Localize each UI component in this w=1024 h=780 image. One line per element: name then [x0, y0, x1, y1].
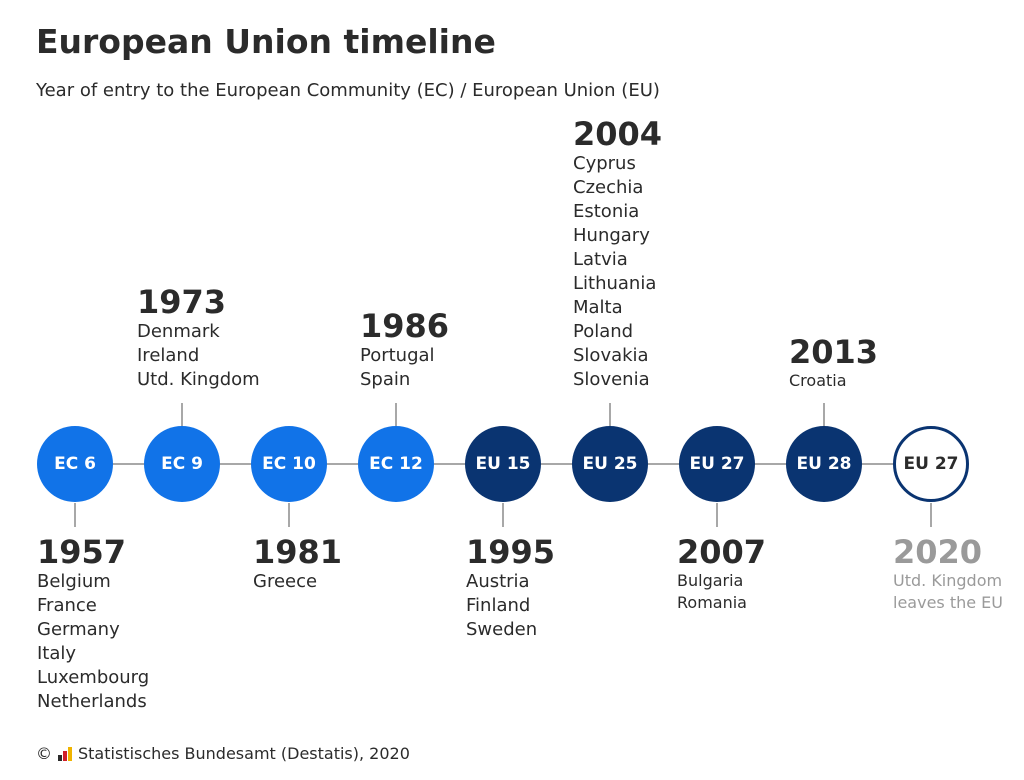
country-list: Belgium France Germany Italy Luxembourg …: [37, 570, 149, 714]
event-year: 2007: [677, 533, 767, 571]
country: Cyprus: [573, 153, 636, 174]
country: Finland: [466, 595, 531, 616]
country: Poland: [573, 321, 634, 342]
country: Estonia: [573, 201, 640, 222]
event-year: 1986: [360, 307, 450, 345]
source-credit: © Statistisches Bundesamt (Destatis), 20…: [36, 744, 410, 763]
event-year: 1995: [466, 533, 556, 571]
node-eu25: EU 25: [572, 426, 648, 502]
country: Belgium: [37, 571, 111, 592]
country-list: Portugal Spain: [360, 344, 449, 392]
country: Utd. Kingdom: [893, 571, 1003, 590]
event-year: 1957: [37, 533, 127, 571]
country: Lithuania: [573, 273, 657, 294]
copyright-symbol: ©: [36, 744, 52, 763]
event-year: 2004: [573, 115, 663, 153]
country: Greece: [253, 571, 318, 592]
event-year: 1981: [253, 533, 343, 571]
country: Slovakia: [573, 345, 649, 366]
country: Italy: [37, 643, 77, 664]
node-ec12: EC 12: [358, 426, 434, 502]
event-year: 2020: [893, 533, 983, 571]
stem-2007: [716, 503, 718, 527]
stem-1973: [181, 403, 183, 427]
country: Romania: [677, 593, 747, 612]
country: Ireland: [137, 345, 200, 366]
event-2007: 2007 Bulgaria Romania: [677, 534, 766, 614]
country: Latvia: [573, 249, 628, 270]
stem-1957: [74, 503, 76, 527]
country-list: Cyprus Czechia Estonia Hungary Latvia Li…: [573, 152, 662, 392]
event-1986: 1986 Portugal Spain: [360, 308, 449, 392]
event-year: 1973: [137, 283, 227, 321]
country: Utd. Kingdom: [137, 369, 260, 390]
country: Austria: [466, 571, 530, 592]
node-eu15: EU 15: [465, 426, 541, 502]
country: Czechia: [573, 177, 644, 198]
country: Malta: [573, 297, 623, 318]
country-list: Denmark Ireland Utd. Kingdom: [137, 320, 260, 392]
event-2013: 2013 Croatia: [789, 334, 878, 392]
country-list: Croatia: [789, 370, 878, 392]
country: Slovenia: [573, 369, 650, 390]
country: Netherlands: [37, 691, 147, 712]
stem-1981: [288, 503, 290, 527]
country: Germany: [37, 619, 120, 640]
node-eu28: EU 28: [786, 426, 862, 502]
country-list: Austria Finland Sweden: [466, 570, 555, 642]
country: Bulgaria: [677, 571, 744, 590]
destatis-logo-icon: [58, 746, 72, 761]
page-title: European Union timeline: [36, 22, 496, 61]
country: Portugal: [360, 345, 435, 366]
event-2020: 2020 Utd. Kingdom leaves the EU: [893, 534, 1003, 614]
node-eu27-after-brexit: EU 27: [893, 426, 969, 502]
country: Denmark: [137, 321, 220, 342]
page-subtitle: Year of entry to the European Community …: [36, 80, 660, 101]
node-ec10: EC 10: [251, 426, 327, 502]
stem-2020: [930, 503, 932, 527]
country: Luxembourg: [37, 667, 150, 688]
event-1995: 1995 Austria Finland Sweden: [466, 534, 555, 642]
source-text: Statistisches Bundesamt (Destatis), 2020: [78, 744, 410, 763]
country: Croatia: [789, 371, 847, 390]
node-ec9: EC 9: [144, 426, 220, 502]
country: Sweden: [466, 619, 538, 640]
node-ec6: EC 6: [37, 426, 113, 502]
country: France: [37, 595, 97, 616]
event-1973: 1973 Denmark Ireland Utd. Kingdom: [137, 284, 260, 392]
country: Hungary: [573, 225, 650, 246]
country-list: Greece: [253, 570, 342, 594]
event-year: 2013: [789, 333, 879, 371]
country-list: Utd. Kingdom leaves the EU: [893, 570, 1003, 614]
event-1981: 1981 Greece: [253, 534, 342, 594]
stem-1986: [395, 403, 397, 427]
stem-2013: [823, 403, 825, 427]
node-eu27: EU 27: [679, 426, 755, 502]
event-1957: 1957 Belgium France Germany Italy Luxemb…: [37, 534, 149, 714]
stem-2004: [609, 403, 611, 427]
country-list: Bulgaria Romania: [677, 570, 766, 614]
event-2004: 2004 Cyprus Czechia Estonia Hungary Latv…: [573, 116, 662, 392]
country: leaves the EU: [893, 593, 1003, 612]
country: Spain: [360, 369, 411, 390]
stem-1995: [502, 503, 504, 527]
